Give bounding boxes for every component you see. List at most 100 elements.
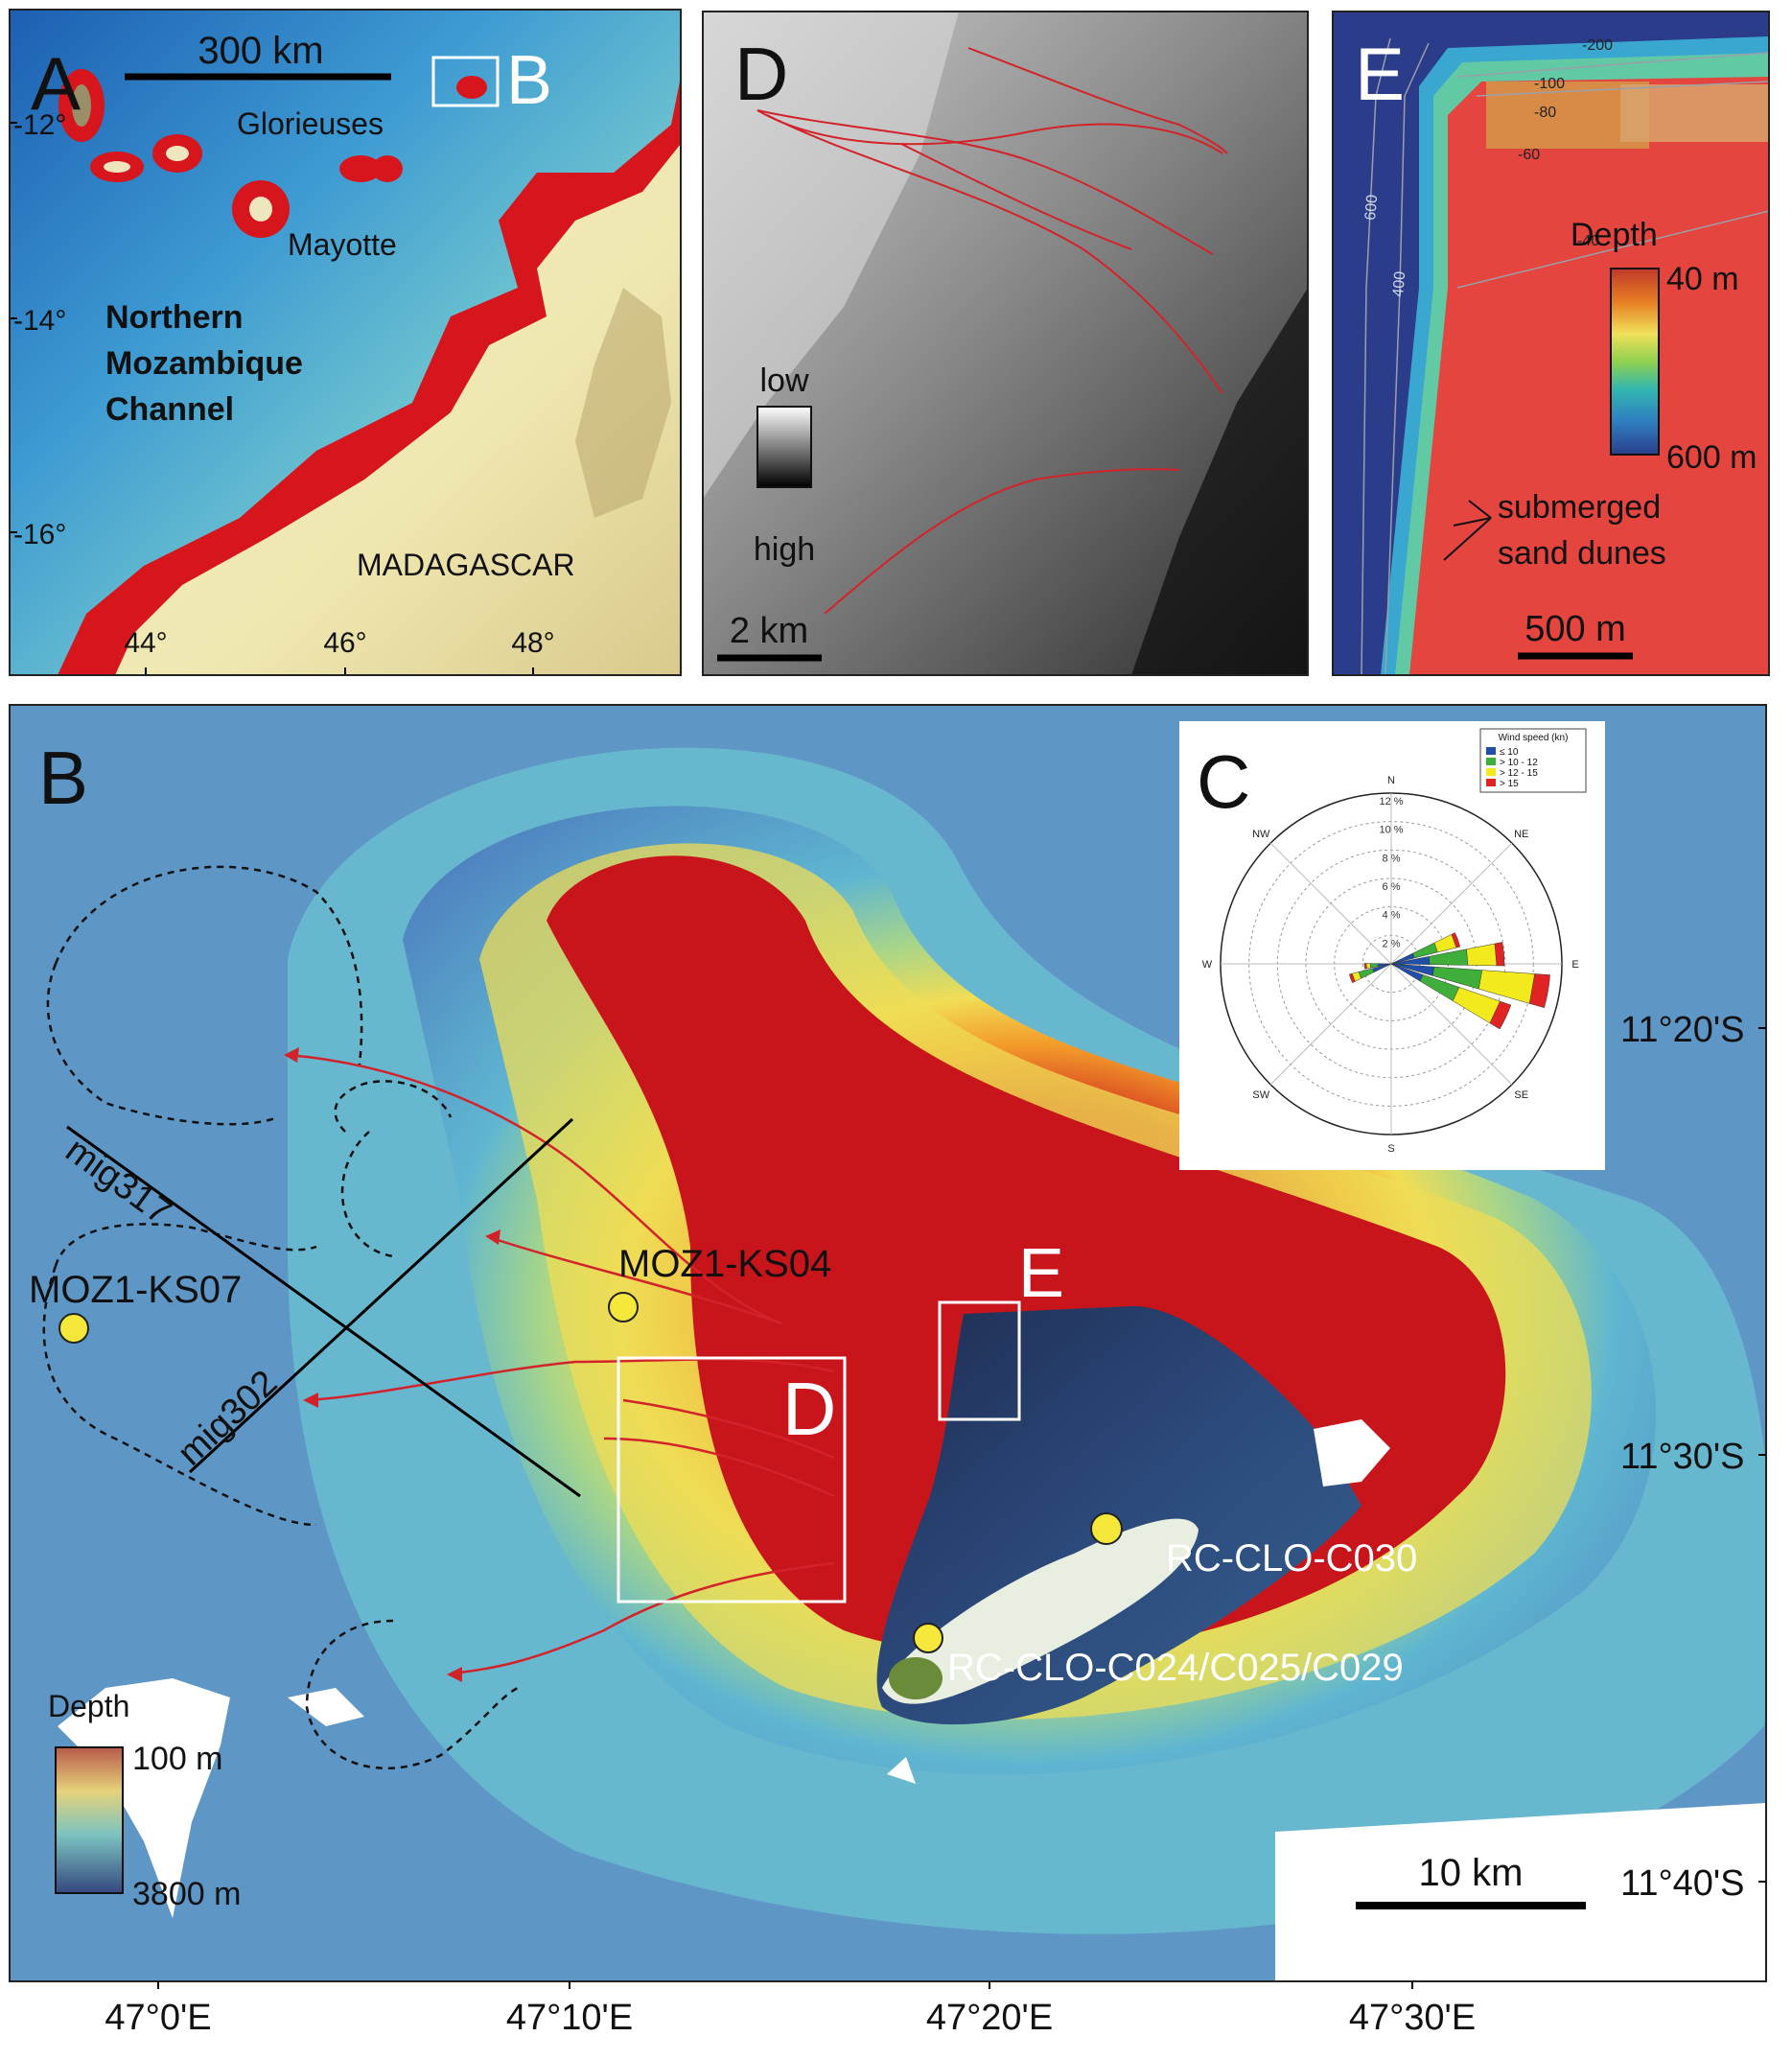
site-rc-clo-c030-label: RC-CLO-C030 — [1166, 1537, 1417, 1580]
site-rc-clo-c024-label: RC-CLO-C024/C025/C029 — [947, 1647, 1404, 1689]
depth-legend-b-max: 3800 m — [132, 1876, 241, 1912]
wind-legend-swatch-2 — [1486, 758, 1496, 765]
gully-line — [756, 109, 1223, 154]
lat-label-a-2: -14° — [13, 305, 66, 337]
panel-e: -200 -100 -80 -60 -40 600 400 E Depth 40… — [1333, 12, 1769, 675]
wind-legend-swatch-4 — [1486, 779, 1496, 786]
wind-legend-title: Wind speed (kn) — [1499, 733, 1569, 743]
depth-legend-e-min: 40 m — [1666, 261, 1739, 297]
panel-c-letter: C — [1197, 739, 1250, 824]
b-lon-label-2: 47°10'E — [506, 1998, 633, 2038]
depth-legend-e-max: 600 m — [1666, 439, 1757, 476]
slump-outline — [42, 1265, 317, 1527]
panel-c-background — [1179, 721, 1605, 1170]
gully-line — [756, 109, 1214, 255]
pathway-arrow — [488, 1235, 782, 1325]
wind-rose-direction-label: NW — [1252, 829, 1270, 840]
lon-label-a-3: 48° — [511, 627, 554, 659]
wind-legend-label-1: ≤ 10 — [1500, 747, 1519, 758]
wind-rose-spoke — [1269, 842, 1392, 965]
wind-legend: Wind speed (kn) ≤ 10 > 10 - 12 > 12 - 15… — [1479, 728, 1587, 793]
pathway-arrow — [622, 1398, 835, 1460]
island-comoros-2-core — [104, 161, 130, 173]
slump-outline — [54, 1223, 317, 1267]
wind-rose-direction-label: NE — [1514, 829, 1528, 840]
panel-e-shelf — [1409, 77, 1769, 675]
contour-label-400: 400 — [1390, 270, 1408, 297]
wind-legend-swatch-3 — [1486, 768, 1496, 776]
panel-b-scalebar-label: 10 km — [1419, 1852, 1524, 1894]
depth-legend-e-title: Depth — [1571, 217, 1658, 253]
contour-line — [1476, 81, 1769, 97]
nodata-west — [58, 1678, 230, 1918]
wind-rose-direction-label: SE — [1514, 1089, 1528, 1101]
dune-arrow — [1468, 500, 1492, 519]
island-mayotte-core — [249, 197, 272, 222]
wind-rose-petal — [1494, 942, 1505, 967]
slump-outline — [46, 963, 279, 1126]
arrowhead — [485, 1229, 500, 1245]
lat-label-a-1: -12° — [13, 109, 66, 141]
panel-d: low high 2 km D — [703, 12, 1308, 675]
island-comoros-1-core — [72, 84, 91, 127]
gully-lines — [756, 47, 1228, 615]
arrowhead — [284, 1047, 299, 1063]
nodata-south — [1275, 1803, 1766, 1981]
arrowhead — [447, 1667, 462, 1682]
contour-line — [1456, 210, 1769, 289]
zoom-box-e — [938, 1300, 1021, 1421]
dune-annotation-line-1: submerged — [1498, 489, 1661, 526]
panel-d-letter: D — [734, 32, 788, 116]
slump-outlines — [42, 865, 519, 1769]
slump-outline — [340, 1131, 394, 1258]
panel-a-frame — [9, 9, 682, 676]
profile-mig317 — [66, 1125, 581, 1498]
bank-geyser-2 — [372, 155, 403, 182]
b-lon-label-3: 47°20'E — [926, 1998, 1053, 2038]
wind-rose-direction-label: N — [1387, 775, 1395, 786]
panel-a: A B 300 km Glorieuses Mayotte MADAGASCAR… — [10, 10, 681, 675]
dune-arrow — [1443, 517, 1492, 561]
zoom-box-d-label: D — [782, 1367, 836, 1451]
wind-rose-spoke — [1390, 963, 1513, 1086]
wind-rose-petal — [1363, 963, 1367, 970]
wind-legend-label-2: > 10 - 12 — [1500, 758, 1538, 768]
panel-e-scalebar-label: 500 m — [1524, 609, 1626, 649]
depth-legend-b-min: 100 m — [132, 1741, 223, 1777]
island-comoros-3-core — [166, 146, 189, 161]
depth-legend-b-title: Depth — [48, 1689, 129, 1723]
island-lagoon-green — [889, 1657, 943, 1699]
site-rc-clo-c030 — [1090, 1512, 1123, 1545]
contour-label-80: -80 — [1534, 105, 1556, 121]
panel-b-letter: B — [38, 736, 88, 820]
lat-label-a-3: -16° — [13, 519, 66, 550]
sediment-pathways — [287, 1053, 835, 1675]
panel-a-scalebar-label: 300 km — [198, 30, 323, 72]
wind-rose-spoke — [1269, 963, 1392, 1086]
lon-label-a-2: 46° — [323, 627, 366, 659]
wind-rose-direction-label: S — [1387, 1143, 1394, 1155]
island-glorieuses — [456, 76, 487, 99]
depth-legend-e-bar — [1610, 268, 1660, 456]
wind-rose-direction-label: E — [1571, 959, 1578, 971]
site-moz1-ks04 — [608, 1292, 639, 1323]
wind-legend-label-4: > 15 — [1500, 779, 1519, 789]
slump-outline — [334, 1080, 453, 1133]
wind-rose-petal — [1451, 932, 1461, 948]
inset-box-b — [431, 56, 500, 107]
panel-e-reef-patches — [1620, 84, 1769, 142]
inset-box-label: B — [506, 42, 552, 119]
zoom-box-e-label: E — [1018, 1235, 1064, 1312]
lon-label-a-1: 44° — [124, 627, 167, 659]
depth-legend-b-bar — [55, 1746, 124, 1894]
pathway-arrow — [306, 1358, 835, 1402]
contour-label-200: -200 — [1582, 37, 1613, 54]
contour-label-40: -40 — [1577, 233, 1599, 249]
backscatter-legend-top: low — [759, 363, 808, 399]
dune-arrow — [1453, 517, 1492, 527]
pathway-arrow — [287, 1053, 782, 1325]
backscatter-legend-bar — [756, 406, 812, 488]
wind-rose-petal — [1365, 963, 1371, 970]
